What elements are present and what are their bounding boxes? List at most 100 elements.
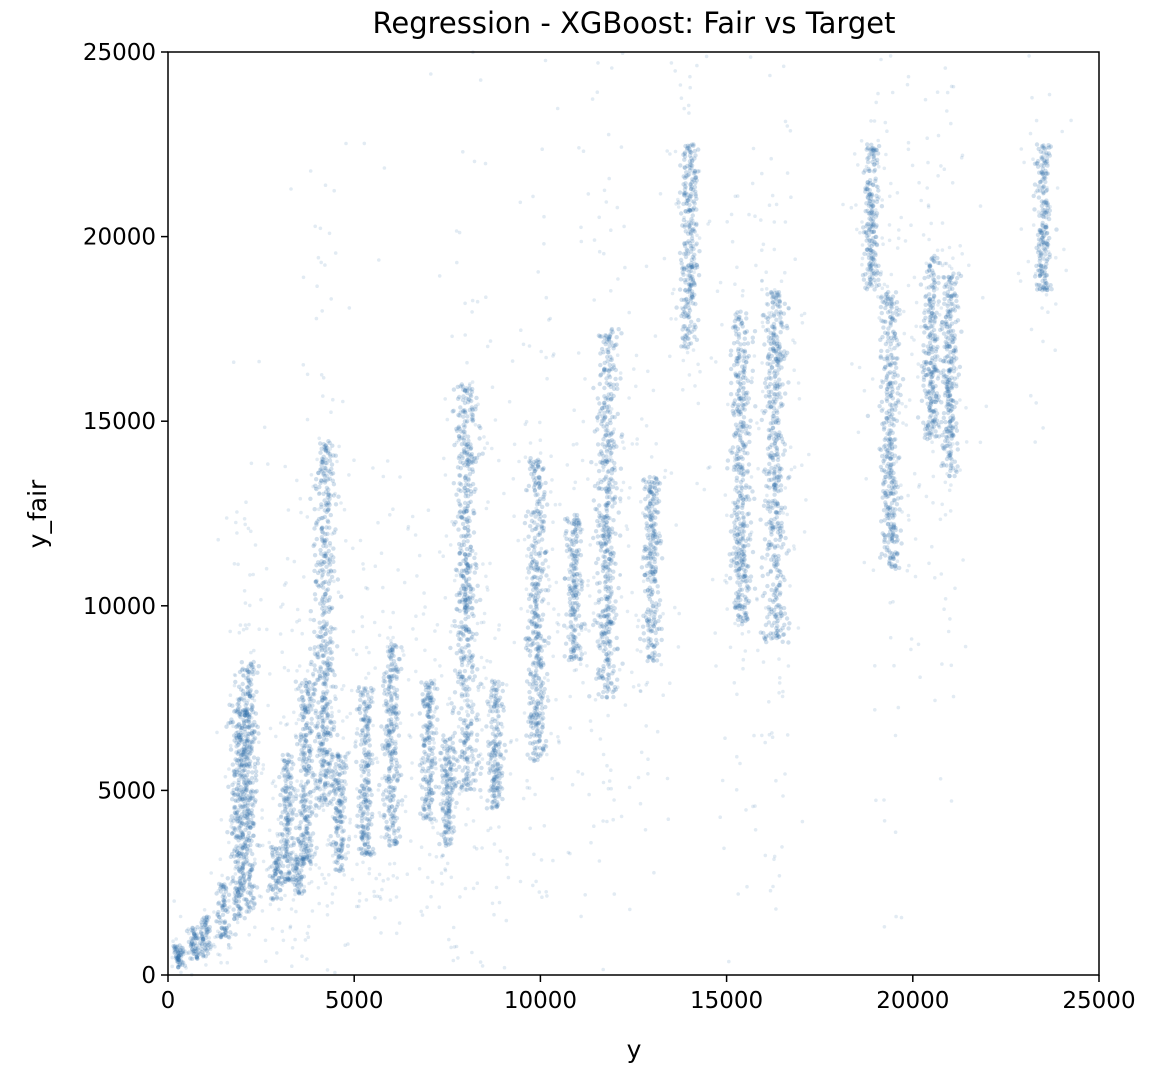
- data-point: [434, 727, 439, 731]
- data-point: [235, 697, 240, 701]
- data-point: [207, 928, 212, 933]
- data-point: [512, 640, 517, 645]
- data-point: [216, 909, 221, 915]
- data-point: [410, 713, 414, 717]
- data-point: [195, 946, 201, 951]
- data-point: [388, 691, 393, 696]
- data-point: [202, 919, 207, 925]
- data-point: [463, 301, 467, 306]
- data-point: [253, 543, 258, 547]
- data-point: [247, 622, 251, 627]
- data-point: [201, 952, 206, 958]
- data-point: [441, 733, 446, 738]
- data-point: [320, 653, 325, 658]
- data-point: [254, 689, 259, 694]
- data-point: [295, 607, 300, 612]
- data-point: [336, 757, 341, 763]
- data-point: [321, 585, 326, 590]
- data-point: [319, 373, 324, 377]
- data-point: [468, 393, 474, 399]
- data-point: [281, 863, 286, 869]
- data-point: [542, 492, 547, 497]
- data-point: [338, 794, 342, 798]
- data-point: [314, 813, 319, 818]
- data-point: [479, 765, 484, 771]
- data-point: [546, 565, 551, 569]
- data-point: [321, 633, 326, 639]
- data-point: [452, 619, 457, 624]
- data-point: [432, 741, 437, 745]
- data-point: [240, 681, 245, 687]
- data-point: [345, 843, 351, 849]
- data-point: [275, 951, 279, 955]
- data-point: [217, 914, 222, 920]
- data-point: [437, 274, 442, 278]
- data-point: [482, 435, 486, 439]
- data-point: [219, 925, 225, 930]
- data-point: [460, 384, 465, 389]
- data-point: [449, 841, 454, 846]
- data-point: [533, 467, 539, 472]
- data-point: [284, 837, 290, 842]
- data-point: [326, 519, 331, 525]
- data-point: [525, 752, 530, 757]
- data-point: [362, 686, 366, 690]
- data-point: [195, 950, 200, 955]
- data-point: [464, 420, 469, 424]
- data-point: [271, 896, 276, 901]
- data-point: [417, 553, 422, 558]
- data-point: [498, 849, 503, 853]
- data-point: [479, 620, 484, 625]
- data-point: [194, 955, 200, 960]
- data-point: [195, 925, 200, 930]
- data-point: [527, 701, 532, 706]
- data-point: [371, 723, 375, 728]
- data-point: [439, 674, 444, 678]
- data-point: [441, 554, 446, 558]
- data-point: [194, 932, 199, 937]
- data-point: [450, 623, 454, 628]
- data-point: [200, 936, 206, 942]
- data-point: [539, 729, 544, 735]
- data-point: [457, 624, 462, 629]
- data-point: [248, 720, 252, 724]
- data-point: [300, 838, 305, 843]
- data-point: [361, 562, 365, 566]
- data-point: [229, 852, 235, 857]
- data-point: [449, 875, 454, 880]
- data-point: [490, 446, 494, 451]
- data-point: [467, 576, 472, 581]
- data-point: [531, 485, 537, 490]
- data-point: [364, 585, 368, 590]
- data-point: [381, 675, 386, 680]
- data-point: [317, 714, 322, 719]
- data-point: [334, 781, 339, 786]
- data-point: [284, 826, 289, 831]
- data-point: [451, 387, 457, 392]
- data-point: [299, 510, 303, 515]
- data-point: [173, 956, 179, 961]
- data-point: [177, 953, 182, 959]
- data-point: [245, 807, 251, 812]
- data-point: [204, 928, 209, 933]
- data-point: [285, 815, 290, 819]
- data-point: [474, 631, 479, 637]
- data-point: [199, 922, 205, 927]
- data-point: [304, 680, 309, 686]
- data-point: [170, 964, 174, 969]
- data-point: [197, 951, 202, 956]
- data-point: [462, 765, 468, 770]
- x-axis-label: y: [627, 1035, 642, 1064]
- data-point: [313, 486, 318, 491]
- data-point: [222, 920, 228, 925]
- data-point: [410, 761, 414, 765]
- data-point: [192, 931, 197, 936]
- data-point: [324, 702, 330, 707]
- data-point: [230, 932, 235, 937]
- data-point: [381, 585, 385, 590]
- data-point: [294, 721, 299, 726]
- data-point: [540, 694, 546, 699]
- data-point: [281, 938, 286, 943]
- data-point: [354, 904, 359, 909]
- data-point: [367, 867, 372, 871]
